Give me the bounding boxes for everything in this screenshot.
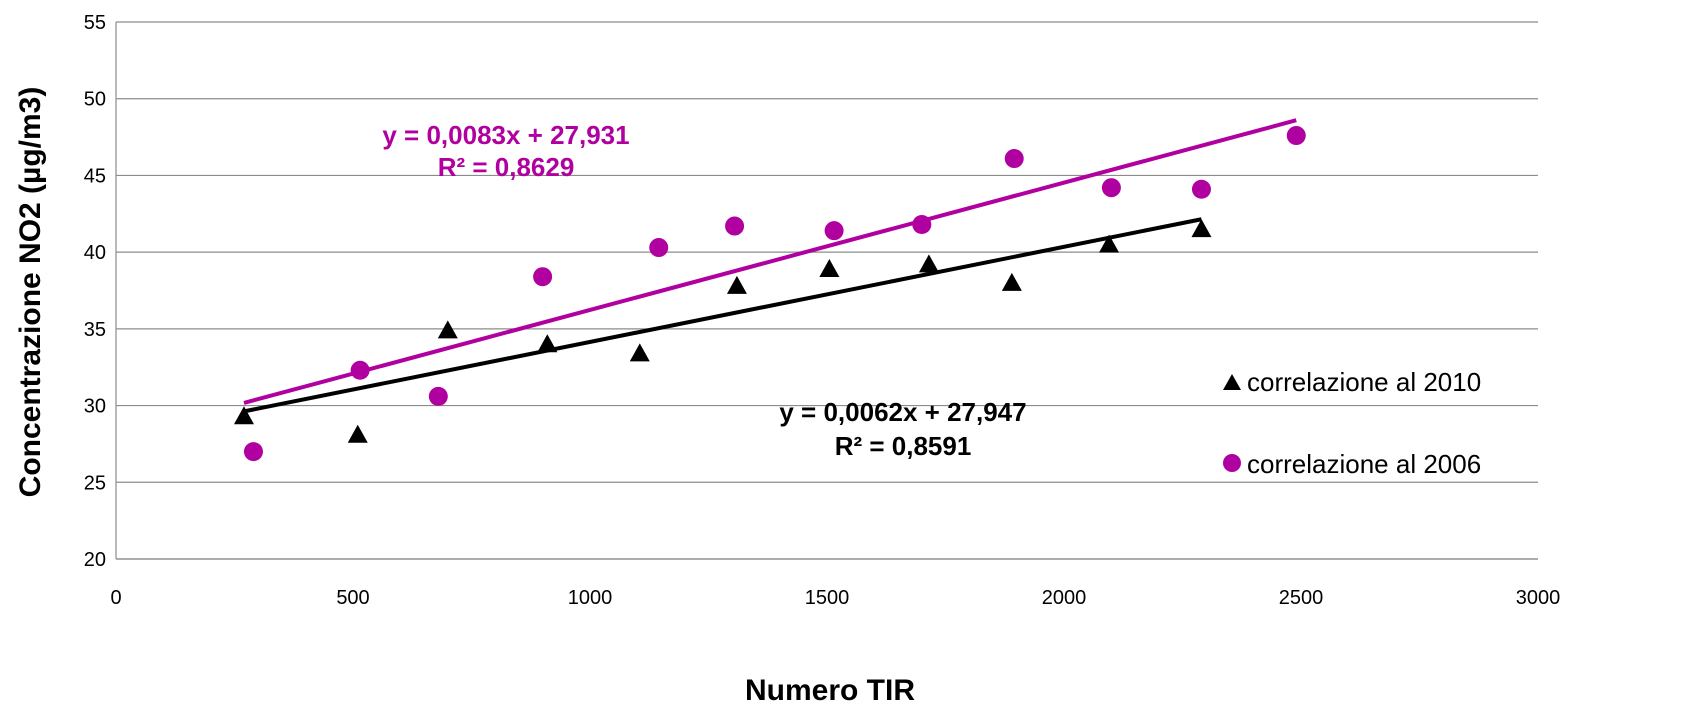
y-tick-label: 30 [84, 396, 106, 418]
y-tick-label: 20 [84, 549, 106, 571]
data-point-circle [1286, 126, 1306, 146]
data-point-triangle [819, 259, 840, 278]
y-tick-label: 55 [84, 12, 106, 34]
data-point-circle [428, 386, 448, 406]
y-tick-label: 40 [84, 242, 106, 264]
x-tick-label: 500 [336, 587, 369, 609]
data-point-circle [1004, 149, 1024, 169]
y-tick-label: 45 [84, 165, 106, 187]
y-axis-ticks: 20 25 30 35 40 45 50 55 [84, 12, 106, 571]
x-tick-label: 2500 [1279, 587, 1324, 609]
data-point-triangle [437, 320, 458, 339]
x-tick-label: 3000 [1516, 587, 1561, 609]
data-point-circle [1101, 178, 1121, 198]
y-tick-label: 35 [84, 319, 106, 341]
x-axis-title: Numero TIR [745, 674, 915, 707]
data-point-triangle [726, 275, 747, 294]
data-point-circle [350, 360, 370, 380]
trendline-equation-2010: y = 0,0062x + 27,947 [779, 397, 1026, 427]
data-point-triangle [233, 406, 254, 425]
legend-circle-icon [1223, 454, 1241, 472]
trendline-r2-2010: R² = 0,8591 [835, 431, 972, 461]
y-axis-title: Concentrazione NO2 (µg/m3) [14, 87, 47, 498]
data-point-triangle [537, 334, 558, 353]
legend-label-2006: correlazione al 2006 [1247, 449, 1481, 479]
x-tick-label: 0 [110, 587, 121, 609]
grid-lines [115, 21, 1538, 560]
trendline [243, 217, 1202, 414]
x-tick-label: 1500 [805, 587, 850, 609]
y-tick-label: 50 [84, 89, 106, 111]
trendline [243, 118, 1297, 405]
data-point-circle [725, 216, 745, 236]
data-point-triangle [629, 343, 650, 362]
data-point-triangle [1191, 219, 1212, 238]
data-point-circle [912, 215, 932, 235]
data-point-circle [1191, 179, 1211, 199]
data-points [233, 126, 1306, 462]
data-point-circle [824, 221, 844, 241]
data-point-triangle [347, 424, 368, 443]
x-axis-ticks: 0 500 1000 1500 2000 2500 3000 [110, 587, 1560, 609]
data-point-triangle [918, 254, 939, 273]
x-tick-label: 2000 [1042, 587, 1087, 609]
data-point-triangle [1001, 272, 1022, 291]
data-point-circle [533, 267, 553, 287]
legend-triangle-icon [1223, 374, 1241, 390]
data-point-circle [243, 442, 263, 462]
trendline-equation-2006: y = 0,0083x + 27,931 [382, 120, 629, 150]
data-point-circle [649, 238, 669, 258]
x-tick-label: 1000 [568, 587, 613, 609]
legend-label-2010: correlazione al 2010 [1247, 367, 1481, 397]
trendlines [243, 118, 1297, 414]
trendline-r2-2006: R² = 0,8629 [438, 152, 575, 182]
legend: correlazione al 2010 correlazione al 200… [1223, 367, 1481, 479]
data-point-triangle [1099, 234, 1120, 253]
y-tick-label: 25 [84, 472, 106, 494]
